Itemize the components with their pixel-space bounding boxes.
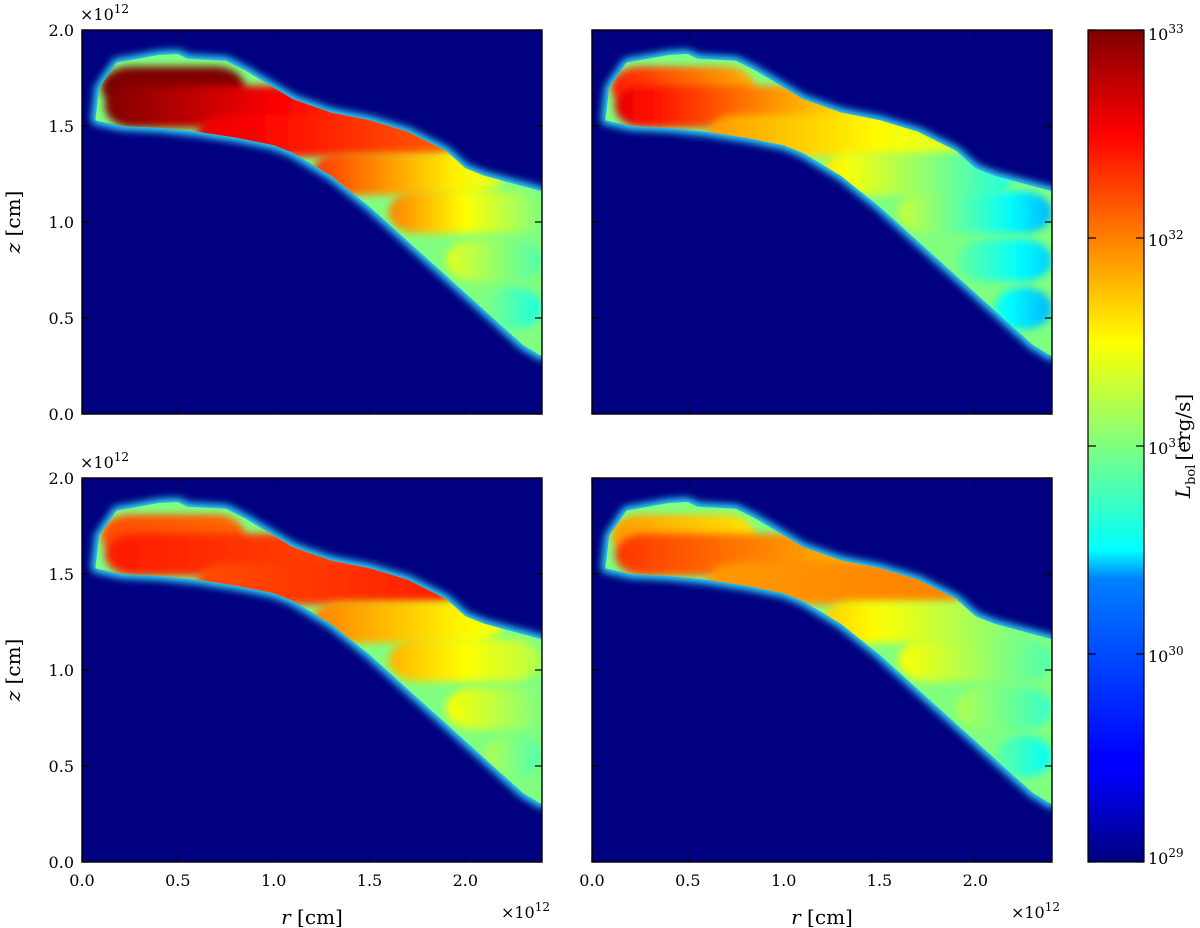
x-tick-label: 1.5 xyxy=(867,871,892,890)
panels-group: 0.0 0.5 1.0 1.5 2.0 ×1012 z [cm] 0.0 0.5 1.0 1.5 2.… xyxy=(1,2,1060,928)
panel-top-right xyxy=(591,29,1053,415)
x-tick-label: 1.0 xyxy=(261,871,286,890)
y-multiplier: ×1012 xyxy=(80,2,129,24)
x-axis-label: r [cm] xyxy=(791,905,853,928)
heatmap-field xyxy=(91,50,542,361)
y-tick-label: 0.5 xyxy=(49,309,74,328)
heatmap-band xyxy=(312,152,504,196)
heatmap-band xyxy=(822,600,1014,644)
panel-top-left: 0.0 0.5 1.0 1.5 2.0 ×1012 z [cm] xyxy=(1,2,543,424)
x-multiplier: ×1012 xyxy=(1011,900,1060,922)
colorbar-tick-label: 1031 xyxy=(1148,436,1184,458)
y-tick-label: 1.5 xyxy=(49,117,74,136)
heatmap-band xyxy=(446,239,542,282)
y-tick-label: 1.0 xyxy=(49,661,74,680)
x-tick-label: 0.5 xyxy=(675,871,700,890)
panel-bottom-left: 0.0 0.5 1.0 1.5 2.0 0.0 0.5 1.0 1.5 2.0 ×1012 z [cm… xyxy=(1,450,550,928)
heatmap-band xyxy=(956,687,1052,730)
heatmap-bands xyxy=(101,66,542,330)
heatmap-band xyxy=(446,687,542,730)
colorbar-label: Lbol[erg/s] xyxy=(1171,394,1199,499)
x-tick-label: 2.0 xyxy=(453,871,478,890)
x-tick-label: 0.5 xyxy=(165,871,190,890)
colorbar: 1029 1030 1031 1032 1033 Lbol[erg/s] xyxy=(1087,22,1199,868)
colorbar-tick-label: 1030 xyxy=(1148,644,1184,666)
y-tick-label: 0.0 xyxy=(49,853,74,872)
heatmap-band xyxy=(388,639,542,682)
y-tick-label: 2.0 xyxy=(49,469,74,488)
heatmap-field xyxy=(601,498,1052,809)
y-tick-label: 0.0 xyxy=(49,405,74,424)
heatmap-band xyxy=(388,191,542,234)
colorbar-tick-label: 1033 xyxy=(1148,22,1184,44)
y-axis-label: z [cm] xyxy=(1,639,25,703)
x-axis-label: r [cm] xyxy=(281,905,343,928)
heatmap-band xyxy=(898,639,1052,682)
heatmap-field xyxy=(91,498,542,809)
colorbar-ticks: 1029 1030 1031 1032 1033 xyxy=(1088,22,1184,868)
heatmap-band xyxy=(484,287,542,330)
colorbar-tick-label: 1029 xyxy=(1148,846,1184,868)
heatmap-band xyxy=(484,735,542,778)
y-tick-label: 1.0 xyxy=(49,213,74,232)
x-tick-label: 0.0 xyxy=(579,871,604,890)
y-tick-label: 1.5 xyxy=(49,565,74,584)
heatmap-bands xyxy=(611,514,1052,778)
x-multiplier: ×1012 xyxy=(501,900,550,922)
y-tick-label: 0.5 xyxy=(49,757,74,776)
panel-bottom-right: 0.0 0.5 1.0 1.5 2.0 ×1012 r [cm] xyxy=(579,477,1060,928)
heatmap-band xyxy=(994,287,1052,330)
x-tick-label: 1.5 xyxy=(357,871,382,890)
y-multiplier: ×1012 xyxy=(80,450,129,472)
y-tick-label: 2.0 xyxy=(49,21,74,40)
y-axis-label: z [cm] xyxy=(1,191,25,255)
x-tick-label: 2.0 xyxy=(963,871,988,890)
heatmap-band xyxy=(822,152,1014,196)
colorbar-tick-label: 1032 xyxy=(1148,228,1184,250)
x-tick-label: 1.0 xyxy=(771,871,796,890)
heatmap-band xyxy=(994,735,1052,778)
x-tick-label: 0.0 xyxy=(69,871,94,890)
heatmap-band xyxy=(312,600,504,644)
colorbar-gradient xyxy=(1087,29,1145,863)
heatmap-band xyxy=(956,239,1052,282)
heatmap-band xyxy=(898,191,1052,234)
